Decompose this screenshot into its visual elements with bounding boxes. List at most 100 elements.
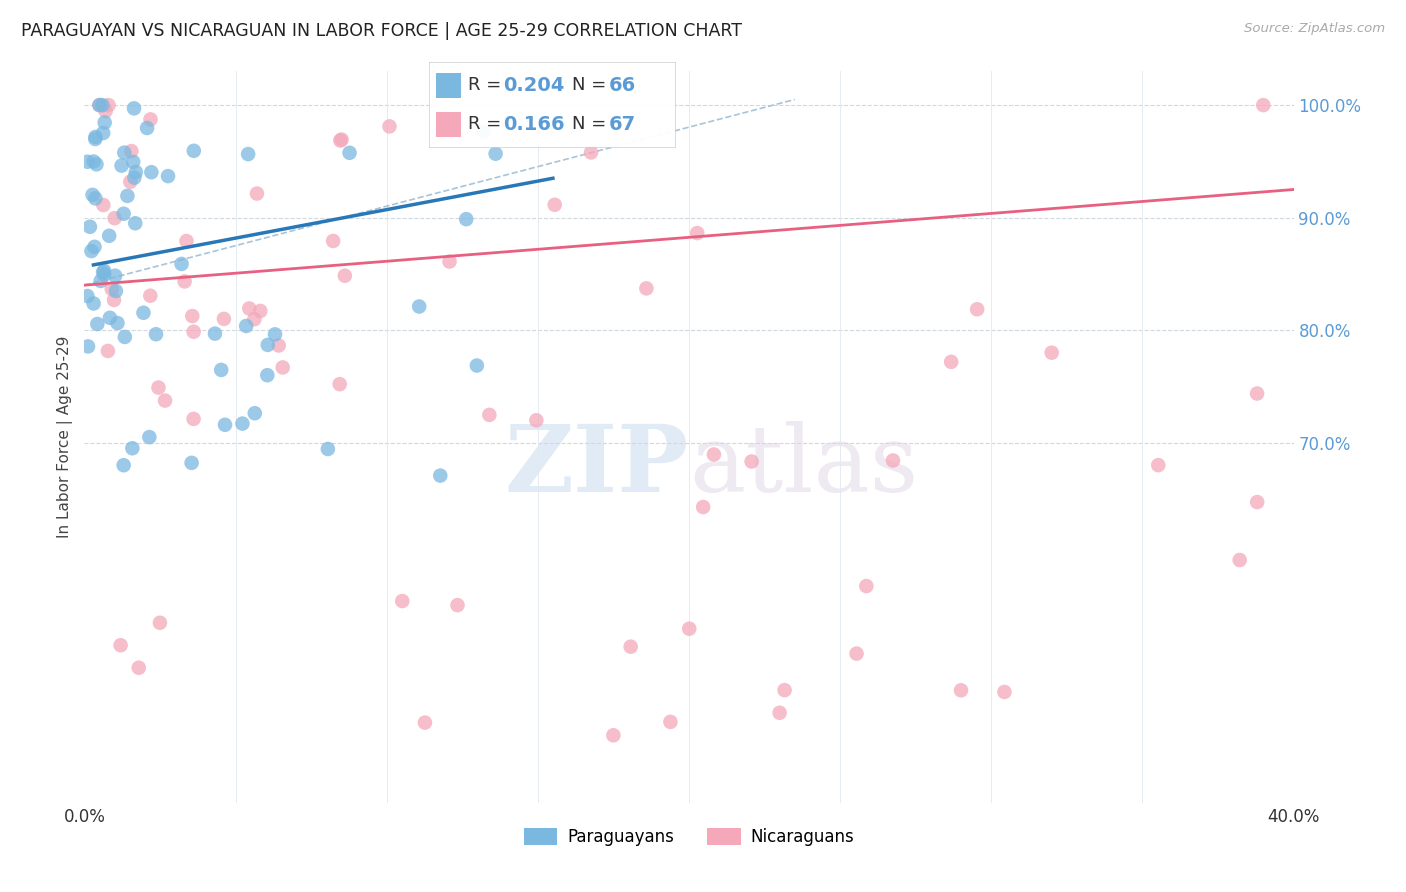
Point <box>104 211 127 226</box>
Point <box>90 274 112 288</box>
Point <box>94 104 117 119</box>
Point <box>1147 458 1170 472</box>
Point <box>333 268 356 283</box>
Point <box>686 226 709 240</box>
Point <box>950 683 973 698</box>
Point <box>83 240 105 254</box>
Point <box>124 216 146 230</box>
Point <box>104 268 127 283</box>
Text: atlas: atlas <box>689 421 918 511</box>
Bar <box>436 72 461 98</box>
Point <box>145 327 167 342</box>
Point <box>579 145 602 160</box>
Point <box>1253 98 1275 112</box>
Point <box>157 169 180 183</box>
Point <box>602 728 624 742</box>
Point <box>183 412 205 426</box>
Point <box>86 317 108 331</box>
Point <box>769 706 792 720</box>
Point <box>413 715 436 730</box>
Point <box>429 468 451 483</box>
Point <box>141 165 163 179</box>
Point <box>91 126 114 140</box>
Text: 67: 67 <box>609 115 636 134</box>
Point <box>329 377 352 392</box>
Point <box>249 304 271 318</box>
Point <box>153 393 176 408</box>
Point <box>138 430 160 444</box>
Point <box>91 198 114 212</box>
Point <box>107 316 129 330</box>
Point <box>98 228 121 243</box>
Point <box>741 454 763 468</box>
Point <box>91 98 114 112</box>
Point <box>329 134 352 148</box>
Text: N =: N = <box>571 115 612 133</box>
Text: 0.166: 0.166 <box>503 115 564 134</box>
Point <box>93 268 115 282</box>
Point <box>120 175 142 189</box>
Point <box>966 302 988 317</box>
Point <box>692 500 714 514</box>
Text: N =: N = <box>571 77 612 95</box>
Point <box>465 359 488 373</box>
Point <box>1040 345 1063 359</box>
Text: PARAGUAYAN VS NICARAGUAN IN LABOR FORCE | AGE 25-29 CORRELATION CHART: PARAGUAYAN VS NICARAGUAN IN LABOR FORCE … <box>21 22 742 40</box>
Point <box>456 212 478 227</box>
Point <box>110 638 132 652</box>
Point <box>86 157 108 171</box>
Point <box>148 380 170 394</box>
Point <box>620 640 643 654</box>
Point <box>236 147 259 161</box>
Point <box>446 598 468 612</box>
Point <box>1229 553 1251 567</box>
Point <box>316 442 339 456</box>
Point <box>104 284 127 298</box>
Text: 66: 66 <box>609 76 636 95</box>
Point <box>659 714 682 729</box>
Point <box>128 661 150 675</box>
Point <box>243 312 266 326</box>
Point <box>114 330 136 344</box>
Point <box>100 282 122 296</box>
Y-axis label: In Labor Force | Age 25-29: In Labor Force | Age 25-29 <box>58 336 73 538</box>
Point <box>170 257 193 271</box>
Point <box>246 186 269 201</box>
Point <box>439 254 461 268</box>
Point <box>76 154 98 169</box>
Point <box>183 144 205 158</box>
Text: 0.204: 0.204 <box>503 76 564 95</box>
Point <box>98 310 121 325</box>
Legend: Paraguayans, Nicaraguans: Paraguayans, Nicaraguans <box>517 822 860 853</box>
Point <box>238 301 260 316</box>
Point <box>136 121 159 136</box>
Point <box>93 264 115 278</box>
Point <box>124 170 146 185</box>
Point <box>91 265 114 279</box>
Point <box>524 413 547 427</box>
Point <box>83 296 105 310</box>
Point <box>267 338 290 352</box>
Point <box>855 579 877 593</box>
Point <box>636 281 658 295</box>
Point <box>110 159 132 173</box>
Point <box>173 274 195 288</box>
Point <box>122 101 145 115</box>
Point <box>79 219 101 234</box>
Point <box>243 406 266 420</box>
Point <box>1246 495 1268 509</box>
Point <box>139 112 162 127</box>
Point <box>322 234 344 248</box>
Point <box>180 456 202 470</box>
Point <box>84 132 107 146</box>
Point <box>378 120 401 134</box>
Point <box>264 327 287 342</box>
Text: ZIP: ZIP <box>505 421 689 511</box>
Point <box>1246 386 1268 401</box>
Point <box>76 289 98 303</box>
Point <box>391 594 413 608</box>
Point <box>256 338 278 352</box>
Point <box>703 448 725 462</box>
Point <box>132 306 155 320</box>
Point <box>204 326 226 341</box>
